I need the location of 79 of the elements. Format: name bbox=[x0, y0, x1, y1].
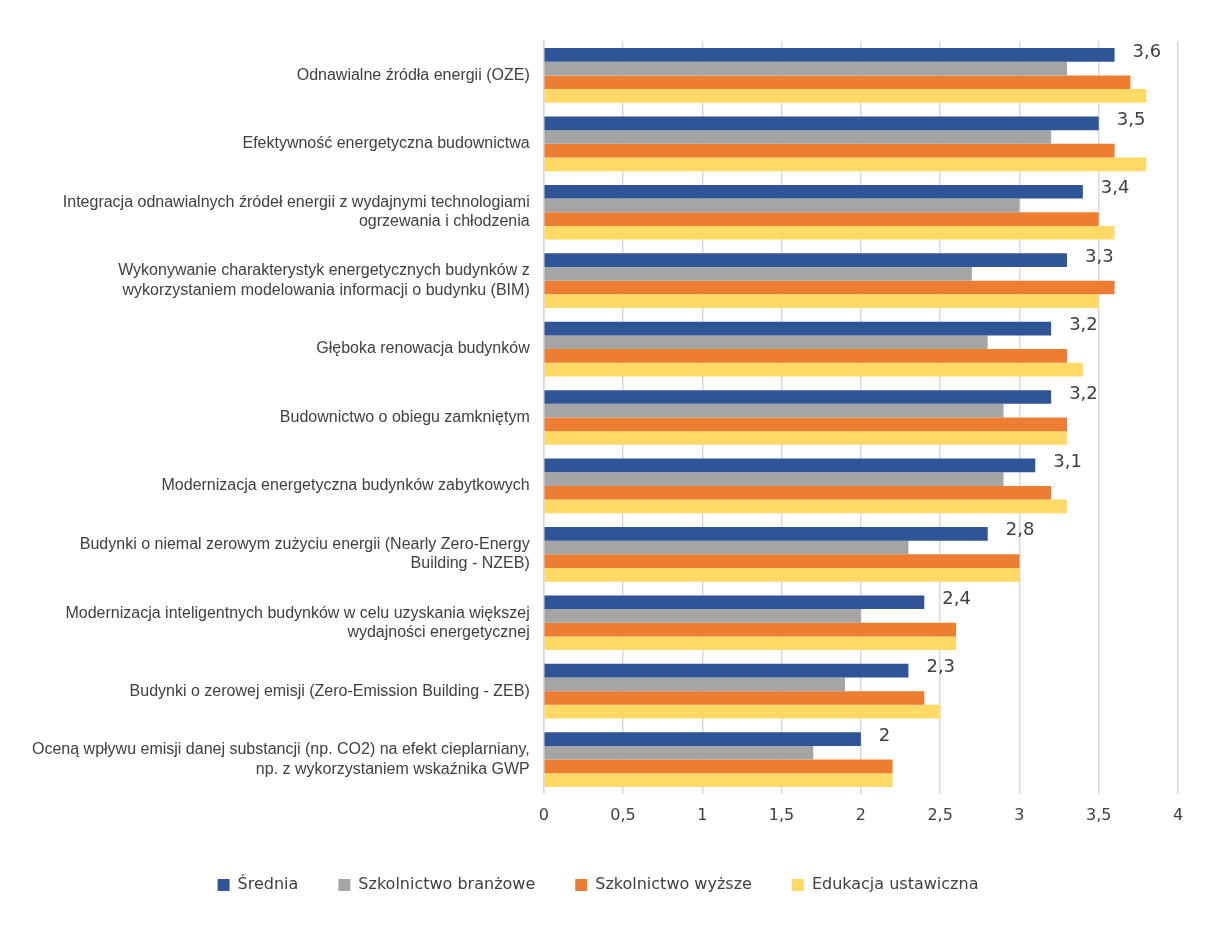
y-tick-label: Budownictwo o obiegu zamkniętym bbox=[279, 407, 530, 425]
data-label: 3,2 bbox=[1069, 381, 1098, 403]
x-tick-label: 1 bbox=[697, 804, 708, 824]
y-tick-label: Oceną wpływu emisji danej substancji (np. CO2) na efekt cieplarniany, np. z wykorzystaniem wskaźnika GWP bbox=[32, 740, 530, 777]
bar bbox=[544, 759, 893, 774]
bar bbox=[544, 349, 1067, 363]
y-tick-label: Modernizacja inteligentnych budynków w celu uzyskania większej wydajności energetycznej bbox=[65, 603, 530, 640]
bar bbox=[544, 732, 861, 746]
data-label: 3,1 bbox=[1053, 450, 1082, 472]
bar bbox=[544, 663, 909, 678]
x-tick-label: 2 bbox=[855, 804, 866, 824]
bar bbox=[544, 609, 861, 623]
bar bbox=[544, 458, 1036, 473]
bar bbox=[544, 526, 988, 541]
bar bbox=[544, 540, 909, 555]
x-tick-label: 0 bbox=[538, 804, 549, 824]
bar bbox=[544, 48, 1115, 62]
y-tick-label: Budynki o niemal zerowym zużyciu energii (Nearly Zero-Energy Building - NZEB) bbox=[79, 535, 530, 572]
bar bbox=[544, 773, 893, 787]
bar bbox=[544, 677, 845, 692]
bar bbox=[544, 280, 1115, 295]
bar bbox=[544, 403, 1004, 418]
bar bbox=[544, 499, 1067, 514]
bar bbox=[544, 294, 1099, 309]
bar bbox=[544, 554, 1020, 569]
bar bbox=[544, 143, 1115, 158]
data-label: 3,5 bbox=[1116, 107, 1146, 129]
bar bbox=[544, 321, 1052, 336]
legend-label: Szkolnictwo wyższe bbox=[595, 874, 752, 894]
bar bbox=[544, 568, 1020, 582]
legend-label: Edukacja ustawiczna bbox=[811, 874, 979, 894]
bar bbox=[544, 212, 1099, 226]
bar bbox=[544, 266, 972, 281]
data-label: 2 bbox=[878, 723, 891, 745]
bar bbox=[544, 184, 1083, 199]
data-label: 3,6 bbox=[1132, 39, 1162, 61]
bar bbox=[544, 595, 925, 610]
y-tick-label: Modernizacja energetyczna budynków zabytkowych bbox=[161, 476, 530, 494]
bar bbox=[544, 75, 1131, 90]
bar bbox=[544, 704, 941, 719]
legend-label: Średnia bbox=[237, 874, 299, 894]
data-label: 2,8 bbox=[1005, 518, 1035, 540]
x-tick-label: 3 bbox=[1014, 804, 1025, 824]
data-label: 3,4 bbox=[1100, 176, 1130, 198]
bar bbox=[544, 691, 925, 705]
bar bbox=[544, 485, 1052, 500]
y-tick-label: Odnawialne źródła energii (OZE) bbox=[296, 65, 530, 83]
bar bbox=[544, 362, 1083, 377]
data-label: 2,3 bbox=[926, 655, 956, 677]
x-tick-label: 1,5 bbox=[768, 804, 795, 824]
bar bbox=[544, 89, 1147, 103]
bar bbox=[544, 157, 1147, 172]
bar bbox=[544, 335, 988, 350]
y-tick-label: Budynki o zerowej emisji (Zero-Emission Building - ZEB) bbox=[129, 681, 530, 699]
bar bbox=[544, 61, 1067, 76]
bar bbox=[544, 622, 956, 637]
bar bbox=[544, 225, 1115, 240]
bar bbox=[544, 130, 1052, 144]
y-tick-label: Głęboka renowacja budynków bbox=[316, 339, 531, 357]
bar bbox=[544, 636, 956, 651]
bar bbox=[544, 472, 1004, 486]
y-tick-label: Wykonywanie charakterystyk energetycznych budynków z wykorzystaniem modelowania informacji o budynku (BIM) bbox=[118, 261, 530, 298]
bar bbox=[544, 745, 814, 760]
x-tick-label: 3,5 bbox=[1085, 804, 1112, 824]
x-tick-label: 2,5 bbox=[927, 804, 953, 824]
y-tick-label: Integracja odnawialnych źródeł energii z wydajnymi technologiami ogrzewania i chłodzenia bbox=[62, 193, 530, 230]
legend-label: Szkolnictwo branżowe bbox=[358, 874, 536, 894]
x-tick-label: 0,5 bbox=[610, 804, 636, 824]
bar bbox=[544, 198, 1020, 213]
bar bbox=[544, 253, 1067, 267]
x-tick-label: 4 bbox=[1172, 804, 1184, 824]
y-tick-label: Efektywność energetyczna budownictwa bbox=[242, 134, 530, 152]
bar bbox=[544, 390, 1052, 404]
data-label: 3,3 bbox=[1085, 244, 1114, 266]
data-label: 3,2 bbox=[1069, 313, 1098, 335]
bar bbox=[544, 116, 1099, 131]
bar bbox=[544, 417, 1067, 432]
bar bbox=[544, 431, 1067, 445]
data-label: 2,4 bbox=[942, 586, 971, 608]
